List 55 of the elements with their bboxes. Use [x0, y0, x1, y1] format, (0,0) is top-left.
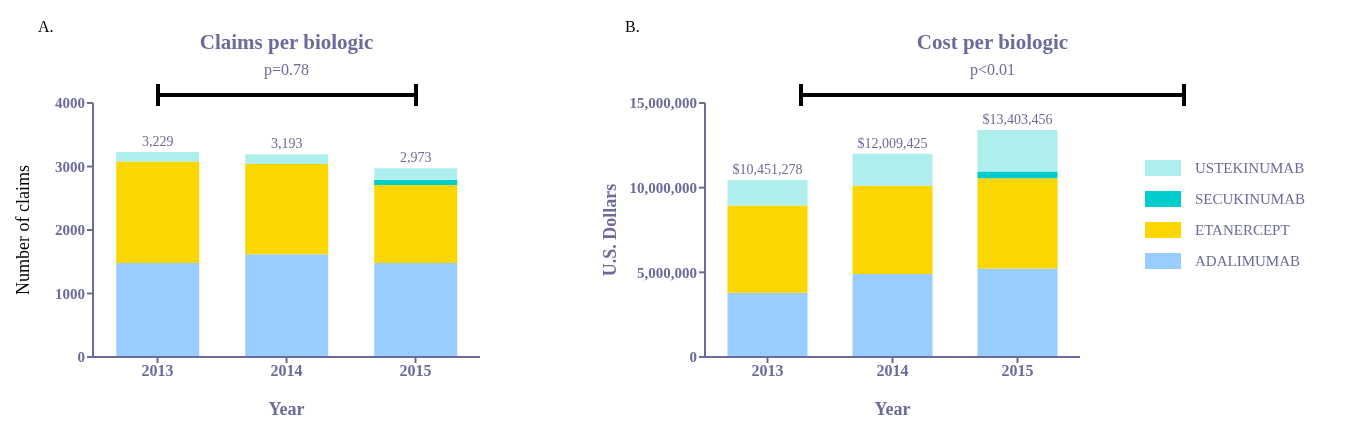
bar — [116, 151, 200, 162]
total-label: $10,451,278 — [732, 162, 803, 178]
bar — [727, 292, 808, 357]
bar — [977, 130, 1058, 172]
chart-title: Cost per biologic — [915, 30, 1070, 55]
bar — [116, 161, 200, 264]
total-label: $13,403,456 — [982, 112, 1053, 128]
x-tick-label: 2014 — [876, 362, 909, 380]
x-axis-title: Year — [268, 399, 305, 419]
x-tick-label: 2015 — [399, 362, 432, 380]
bar — [245, 254, 329, 357]
bar — [852, 153, 933, 186]
bar — [374, 168, 458, 180]
total-label: 3,193 — [270, 136, 303, 152]
total-label: 2,973 — [399, 150, 432, 166]
legend-label: ADALIMUMAB — [1195, 252, 1300, 270]
legend-label: USTEKINUMAB — [1195, 159, 1305, 177]
bar — [374, 179, 458, 185]
y-tick-label: 4000 — [55, 95, 85, 112]
bar — [977, 171, 1058, 179]
y-axis-title: Number of claims — [13, 165, 34, 295]
bar — [374, 184, 458, 264]
bar — [852, 185, 933, 275]
bar — [852, 274, 933, 357]
chart-title: Claims per biologic — [198, 30, 375, 55]
total-label: 3,229 — [141, 133, 174, 149]
legend-label: SECUKINUMAB — [1195, 190, 1306, 208]
bar — [727, 205, 808, 293]
x-tick-label: 2014 — [270, 362, 303, 380]
text: p=0.78 — [263, 61, 310, 79]
y-tick-label: 5,000,000 — [637, 264, 697, 281]
y-tick-label: 15,000,000 — [629, 95, 697, 112]
bar — [245, 154, 329, 164]
bar — [374, 263, 458, 357]
y-tick-label: 3000 — [55, 158, 85, 175]
text: B. — [625, 18, 640, 36]
x-axis-title: Year — [874, 399, 911, 419]
legend-label: ETANERCEPT — [1195, 221, 1290, 239]
bar — [116, 263, 200, 357]
x-tick-label: 2013 — [141, 362, 174, 380]
bar — [977, 268, 1058, 357]
text: A. — [38, 18, 54, 36]
x-tick-label: 2015 — [1001, 362, 1034, 380]
y-tick-label: 2000 — [55, 222, 85, 239]
y-axis-title: U.S. Dollars — [600, 183, 621, 277]
total-label: $12,009,425 — [857, 135, 928, 151]
y-tick-label: 0 — [689, 349, 697, 366]
x-tick-label: 2013 — [751, 362, 784, 380]
y-tick-label: 1000 — [55, 285, 85, 302]
text: p<0.01 — [968, 61, 1016, 79]
bar — [245, 163, 329, 255]
y-tick-label: 0 — [77, 349, 85, 366]
y-tick-label: 10,000,000 — [629, 179, 697, 196]
bar — [727, 180, 808, 206]
bar — [977, 178, 1058, 269]
